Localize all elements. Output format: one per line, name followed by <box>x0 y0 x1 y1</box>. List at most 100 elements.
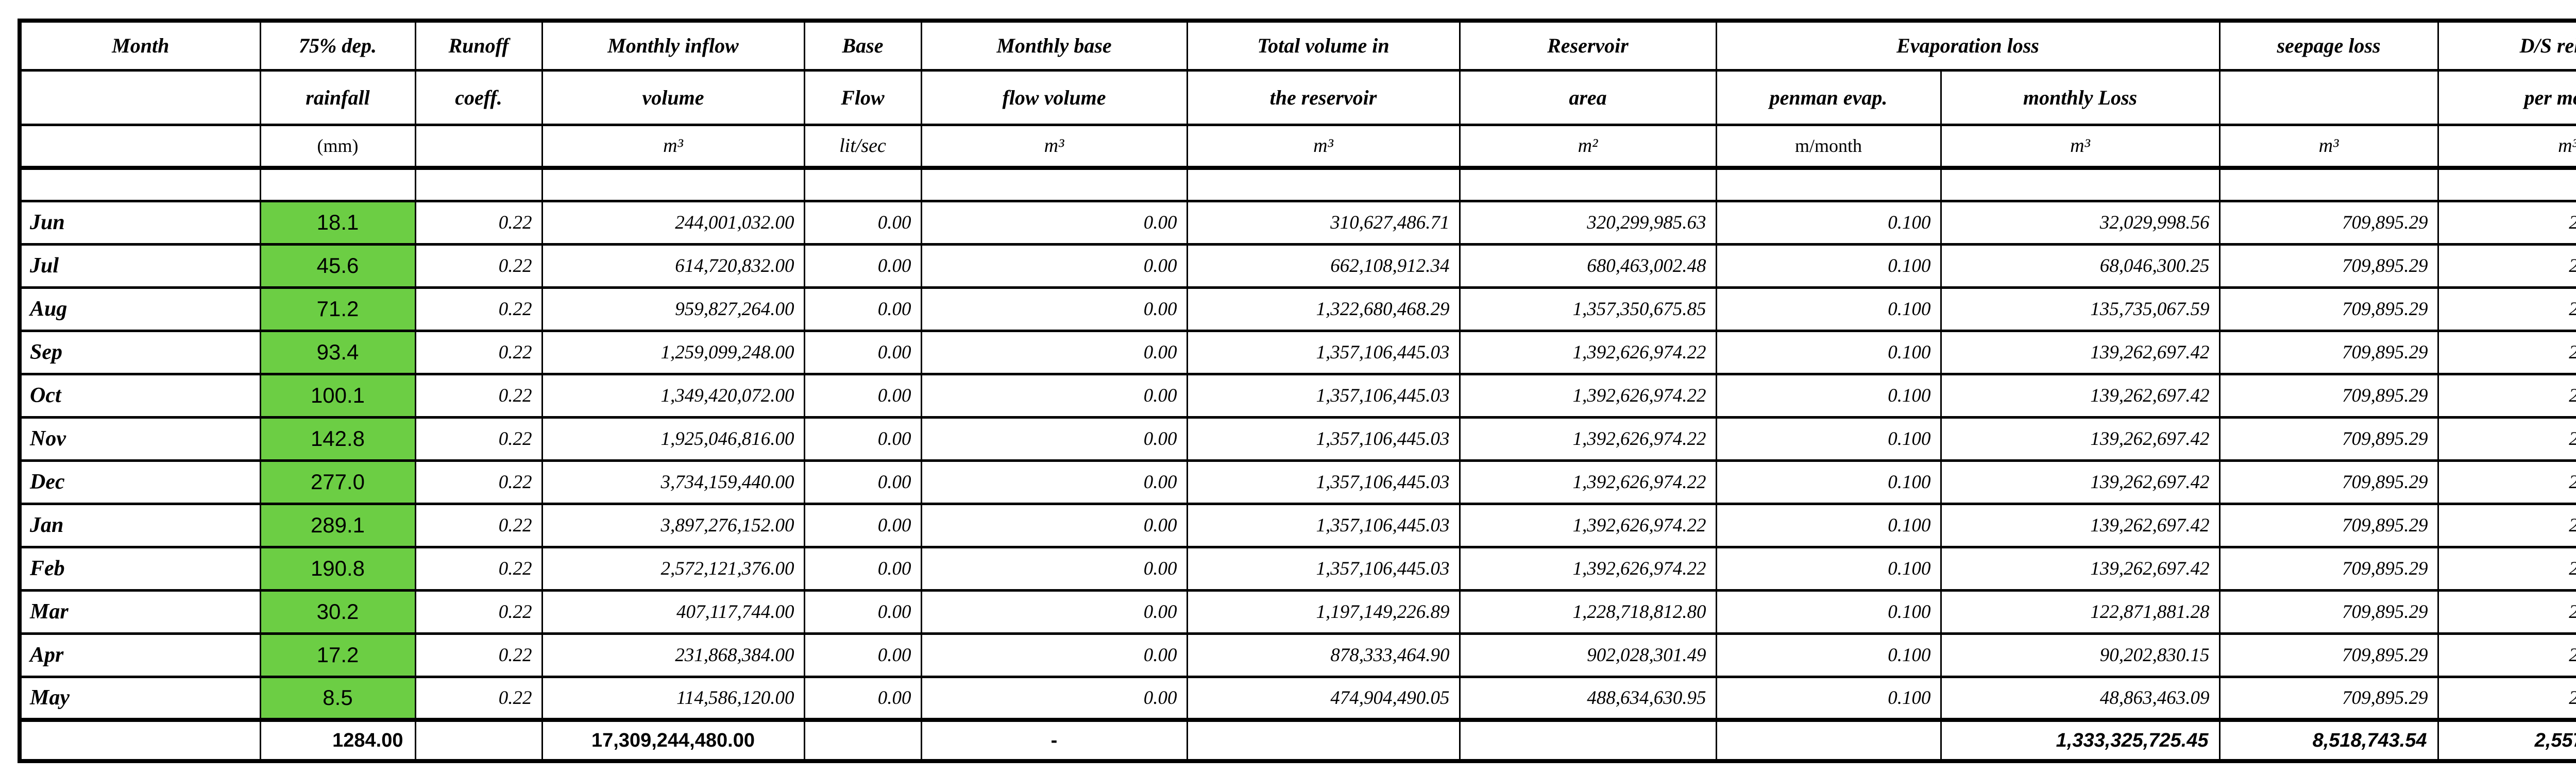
base-flow-volume-cell[interactable]: 0.00 <box>920 416 1188 462</box>
base-flow-cell[interactable]: 0.00 <box>803 416 922 462</box>
unit-month[interactable] <box>19 123 261 170</box>
penman-evap-cell[interactable]: 0.100 <box>1715 675 1942 721</box>
rainfall-cell[interactable]: 45.6 <box>259 243 416 289</box>
total-runoff-cell[interactable] <box>414 718 543 763</box>
monthly-inflow-cell[interactable]: 231,868,384.00 <box>541 632 805 678</box>
total-volume-cell[interactable]: 1,357,106,445.03 <box>1186 416 1461 462</box>
monthly-loss-cell[interactable]: 139,262,697.42 <box>1940 416 2221 462</box>
total-volume-cell[interactable]: 662,108,912.34 <box>1186 243 1461 289</box>
runoff-coeff-cell[interactable]: 0.22 <box>414 416 543 462</box>
monthly-inflow-cell[interactable]: 3,734,159,440.00 <box>541 459 805 505</box>
rainfall-cell[interactable]: 190.8 <box>259 545 416 592</box>
runoff-coeff-cell[interactable]: 0.22 <box>414 329 543 375</box>
runoff-coeff-cell[interactable]: 0.22 <box>414 589 543 635</box>
header-inflow-sub[interactable]: volume <box>541 68 805 126</box>
reservoir-area-cell[interactable]: 1,392,626,974.22 <box>1459 502 1717 548</box>
header-inflow[interactable]: Monthly inflow <box>541 19 805 72</box>
header-reservoir-area-sub[interactable]: area <box>1459 68 1717 126</box>
ds-release-cell[interactable]: 213,129,463.46 <box>2437 589 2576 635</box>
rainfall-cell[interactable]: 93.4 <box>259 329 416 375</box>
total-reservoir-area-cell[interactable] <box>1459 718 1717 763</box>
penman-evap-cell[interactable]: 0.100 <box>1715 199 1942 246</box>
runoff-coeff-cell[interactable]: 0.22 <box>414 545 543 592</box>
monthly-loss-cell[interactable]: 139,262,697.42 <box>1940 502 2221 548</box>
unit-total-volume[interactable]: m³ <box>1186 123 1461 170</box>
header-rainfall[interactable]: 75% dep. <box>259 19 416 72</box>
header-evaporation-loss-group[interactable]: Evaporation loss <box>1715 19 2221 72</box>
reservoir-area-cell[interactable]: 1,392,626,974.22 <box>1459 459 1717 505</box>
base-flow-cell[interactable]: 0.00 <box>803 329 922 375</box>
header-rainfall-sub[interactable]: rainfall <box>259 68 416 126</box>
total-volume-cell[interactable]: 310,627,486.71 <box>1186 199 1461 246</box>
total-rainfall-cell[interactable]: 1284.00 <box>259 718 416 763</box>
penman-evap-cell[interactable]: 0.100 <box>1715 502 1942 548</box>
monthly-loss-cell[interactable]: 135,735,067.59 <box>1940 286 2221 332</box>
seepage-loss-cell[interactable]: 709,895.29 <box>2218 545 2439 592</box>
ds-month-cell[interactable] <box>19 166 261 202</box>
unit-inflow[interactable]: m³ <box>541 123 805 170</box>
ds-release-cell[interactable]: 213,129,463.46 <box>2437 502 2576 548</box>
ds-release-cell[interactable]: 213,129,463.46 <box>2437 199 2576 246</box>
base-flow-volume-cell[interactable]: 0.00 <box>920 589 1188 635</box>
rainfall-cell[interactable]: 100.1 <box>259 372 416 419</box>
monthly-loss-cell[interactable]: 139,262,697.42 <box>1940 459 2221 505</box>
monthly-loss-cell[interactable]: 32,029,998.56 <box>1940 199 2221 246</box>
reservoir-area-cell[interactable]: 1,357,350,675.85 <box>1459 286 1717 332</box>
base-flow-cell[interactable]: 0.00 <box>803 589 922 635</box>
base-flow-cell[interactable]: 0.00 <box>803 243 922 289</box>
ds-release-cell[interactable]: 213,129,463.46 <box>2437 545 2576 592</box>
penman-evap-cell[interactable]: 0.100 <box>1715 545 1942 592</box>
reservoir-area-cell[interactable]: 1,392,626,974.22 <box>1459 545 1717 592</box>
header-baseflow-volume[interactable]: Monthly base <box>920 19 1188 72</box>
monthly-loss-cell[interactable]: 139,262,697.42 <box>1940 545 2221 592</box>
unit-ds-release[interactable]: m³ <box>2437 123 2576 170</box>
rainfall-cell[interactable]: 71.2 <box>259 286 416 332</box>
month-cell[interactable]: Mar <box>19 589 261 635</box>
penman-evap-cell[interactable]: 0.100 <box>1715 416 1942 462</box>
ds-rainfall-cell[interactable] <box>259 166 416 202</box>
seepage-loss-cell[interactable]: 709,895.29 <box>2218 286 2439 332</box>
runoff-coeff-cell[interactable]: 0.22 <box>414 286 543 332</box>
monthly-inflow-cell[interactable]: 1,259,099,248.00 <box>541 329 805 375</box>
ds-release-cell[interactable]: 213,129,463.46 <box>2437 286 2576 332</box>
reservoir-area-cell[interactable]: 1,392,626,974.22 <box>1459 372 1717 419</box>
month-cell[interactable]: Jan <box>19 502 261 548</box>
base-flow-volume-cell[interactable]: 0.00 <box>920 372 1188 419</box>
runoff-coeff-cell[interactable]: 0.22 <box>414 243 543 289</box>
runoff-coeff-cell[interactable]: 0.22 <box>414 675 543 721</box>
seepage-loss-cell[interactable]: 709,895.29 <box>2218 632 2439 678</box>
total-volume-cell[interactable]: 1,197,149,226.89 <box>1186 589 1461 635</box>
seepage-loss-cell[interactable]: 709,895.29 <box>2218 199 2439 246</box>
total-baseflow-cell[interactable] <box>803 718 922 763</box>
seepage-loss-cell[interactable]: 709,895.29 <box>2218 416 2439 462</box>
rainfall-cell[interactable]: 17.2 <box>259 632 416 678</box>
monthly-inflow-cell[interactable]: 407,117,744.00 <box>541 589 805 635</box>
monthly-loss-cell[interactable]: 139,262,697.42 <box>1940 372 2221 419</box>
header-baseflow-volume-sub[interactable]: flow volume <box>920 68 1188 126</box>
total-baseflow-volume-cell[interactable]: - <box>920 718 1188 763</box>
month-cell[interactable]: Jun <box>19 199 261 246</box>
monthly-inflow-cell[interactable]: 3,897,276,152.00 <box>541 502 805 548</box>
total-volume-cell[interactable]: 1,357,106,445.03 <box>1186 329 1461 375</box>
monthly-inflow-cell[interactable]: 2,572,121,376.00 <box>541 545 805 592</box>
monthly-loss-cell[interactable]: 68,046,300.25 <box>1940 243 2221 289</box>
base-flow-cell[interactable]: 0.00 <box>803 459 922 505</box>
base-flow-volume-cell[interactable]: 0.00 <box>920 329 1188 375</box>
reservoir-area-cell[interactable]: 1,392,626,974.22 <box>1459 416 1717 462</box>
reservoir-area-cell[interactable]: 1,228,718,812.80 <box>1459 589 1717 635</box>
rainfall-cell[interactable]: 289.1 <box>259 502 416 548</box>
unit-runoff[interactable] <box>414 123 543 170</box>
total-volume-cell[interactable]: 474,904,490.05 <box>1186 675 1461 721</box>
total-monthly-loss-cell[interactable]: 1,333,325,725.45 <box>1940 718 2221 763</box>
base-flow-volume-cell[interactable]: 0.00 <box>920 243 1188 289</box>
monthly-inflow-cell[interactable]: 614,720,832.00 <box>541 243 805 289</box>
header-penman-evap[interactable]: penman evap. <box>1715 68 1942 126</box>
header-total-volume[interactable]: Total volume in <box>1186 19 1461 72</box>
monthly-inflow-cell[interactable]: 1,349,420,072.00 <box>541 372 805 419</box>
month-cell[interactable]: Jul <box>19 243 261 289</box>
total-seepage-cell[interactable]: 8,518,743.54 <box>2218 718 2439 763</box>
monthly-inflow-cell[interactable]: 114,586,120.00 <box>541 675 805 721</box>
month-cell[interactable]: Feb <box>19 545 261 592</box>
monthly-inflow-cell[interactable]: 244,001,032.00 <box>541 199 805 246</box>
unit-baseflow-volume[interactable]: m³ <box>920 123 1188 170</box>
